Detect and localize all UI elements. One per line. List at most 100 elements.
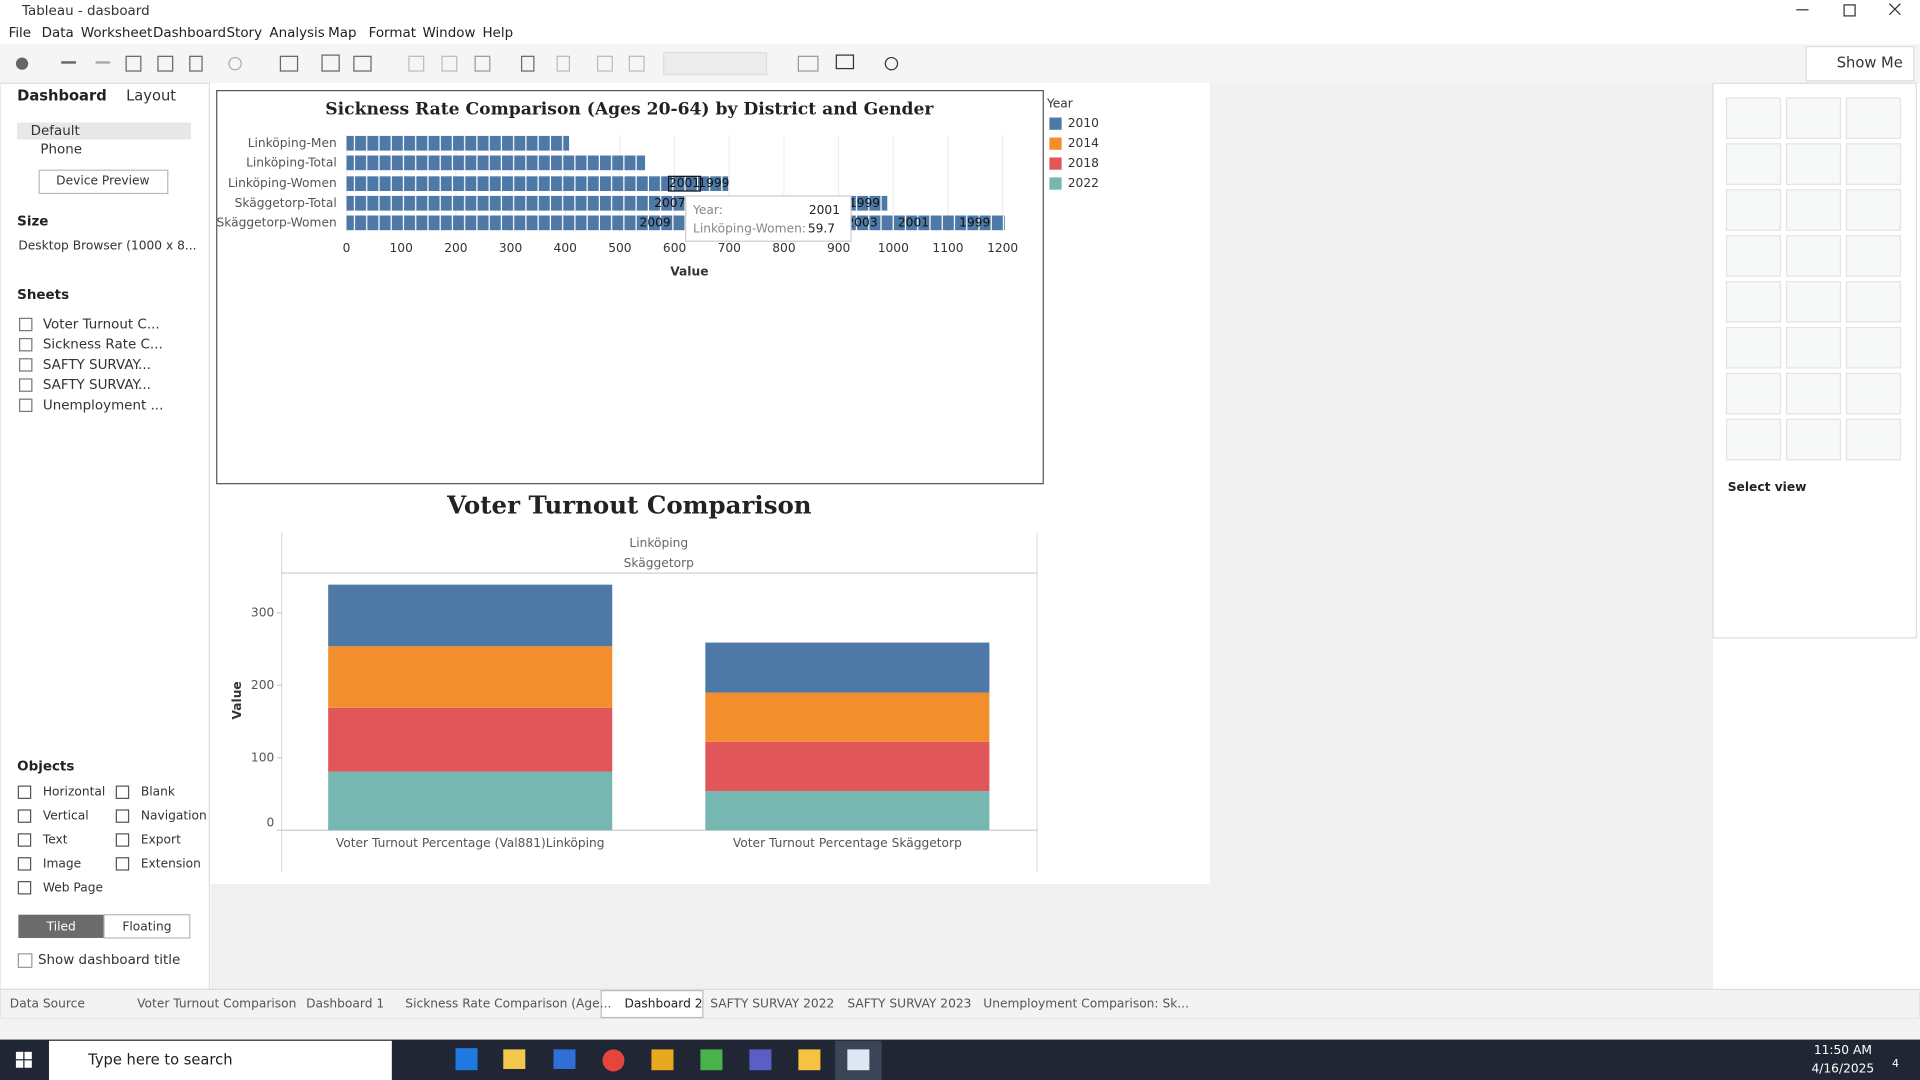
- menu-item[interactable]: Analysis: [269, 26, 324, 41]
- x-tick-label: 800: [772, 241, 795, 255]
- segment-label: 2007: [654, 196, 685, 210]
- sheet-tab[interactable]: Unemployment Comparison: Sk...: [983, 997, 1189, 1011]
- taskbar-icons: [15, 1040, 882, 1080]
- checkbox[interactable]: [17, 953, 33, 968]
- sheet-tab[interactable]: Data Source: [10, 997, 85, 1011]
- search-placeholder[interactable]: Type here to search: [87, 1051, 232, 1068]
- chart-type-thumbnail[interactable]: [1725, 97, 1782, 139]
- menu-item[interactable]: Dashboard: [153, 26, 226, 41]
- menu-item[interactable]: File: [9, 26, 32, 41]
- panel-tab[interactable]: Dashboard: [17, 88, 107, 105]
- legend-label: 2014: [1068, 136, 1099, 150]
- x-tick-label: 100: [390, 241, 413, 255]
- chart-type-thumbnail[interactable]: [1725, 418, 1782, 461]
- column-header: Skäggetorp: [624, 556, 695, 570]
- sheet-tab[interactable]: Dashboard 2: [624, 997, 702, 1011]
- toolbar: [0, 44, 1920, 84]
- sheet-tab[interactable]: SAFTY SURVAY 2022: [710, 997, 834, 1011]
- chart-type-thumbnail[interactable]: [1785, 97, 1842, 139]
- panel-tab[interactable]: Layout: [126, 88, 176, 105]
- sheet-item[interactable]: Sickness Rate C...: [43, 338, 163, 353]
- chart-type-thumbnail[interactable]: [1785, 418, 1842, 461]
- chart-type-thumbnail[interactable]: [1845, 235, 1902, 277]
- chart-type-thumbnail[interactable]: [1785, 235, 1842, 277]
- device-option[interactable]: Phone: [40, 142, 82, 157]
- sheet-tab[interactable]: Voter Turnout Comparison: [137, 997, 296, 1011]
- menu-item[interactable]: Worksheet: [81, 26, 152, 41]
- sheet-tab[interactable]: Sickness Rate Comparison (Age...: [405, 997, 611, 1011]
- object-item[interactable]: Image: [43, 856, 81, 870]
- bar-segment: [705, 692, 990, 742]
- sheet-tab[interactable]: SAFTY SURVAY 2023: [847, 997, 971, 1011]
- clock-time: 11:50 AM: [1814, 1043, 1872, 1057]
- chart-type-thumbnail[interactable]: [1785, 281, 1842, 323]
- chart-type-thumbnail[interactable]: [1725, 189, 1782, 231]
- menu-item[interactable]: Window: [422, 26, 475, 41]
- floating-button[interactable]: [103, 914, 191, 939]
- device-option[interactable]: Default: [31, 124, 80, 139]
- sheet-item[interactable]: SAFTY SURVAY...: [43, 358, 151, 373]
- object-icon: [115, 833, 130, 847]
- menu-item[interactable]: Help: [482, 26, 513, 41]
- size-dropdown[interactable]: Desktop Browser (1000 x 8...: [18, 239, 196, 253]
- y-tick-label: Skäggetorp-Total: [235, 196, 337, 210]
- window-controls[interactable]: [1796, 3, 1901, 17]
- bar-segment: [705, 741, 990, 792]
- layout-mode[interactable]: Floating: [122, 919, 171, 933]
- y-tick-label: 200: [251, 678, 274, 692]
- chart-type-thumbnail[interactable]: [1725, 372, 1782, 415]
- status-bar: [0, 1018, 1920, 1040]
- chart-type-thumbnail[interactable]: [1785, 189, 1842, 231]
- chart-type-thumbnail[interactable]: [1845, 372, 1902, 415]
- sheet-tab[interactable]: Dashboard 1: [306, 997, 384, 1011]
- device-preview-label[interactable]: Device Preview: [56, 174, 149, 188]
- menu-item[interactable]: Story: [227, 26, 263, 41]
- bar: [346, 135, 570, 151]
- chart-type-thumbnail[interactable]: [1725, 326, 1782, 369]
- chart-type-thumbnail[interactable]: [1785, 372, 1842, 415]
- chart-type-thumbnail[interactable]: [1785, 143, 1842, 185]
- device-preview-button[interactable]: [38, 169, 169, 195]
- object-icon: [115, 785, 130, 799]
- tiled-button[interactable]: [18, 914, 105, 938]
- x-tick-label: 0: [343, 241, 351, 255]
- chart-type-thumbnail[interactable]: [1725, 281, 1782, 323]
- object-item[interactable]: Vertical: [43, 809, 89, 823]
- object-item[interactable]: Text: [42, 833, 68, 847]
- selected-segment: [667, 175, 702, 192]
- sheet-item[interactable]: Voter Turnout C...: [43, 317, 160, 332]
- object-item[interactable]: Navigation: [141, 809, 207, 823]
- layout-mode[interactable]: Tiled: [46, 919, 76, 933]
- chart-type-thumbnail[interactable]: [1845, 281, 1902, 323]
- menu-item[interactable]: Format: [369, 26, 416, 41]
- sheet-item[interactable]: SAFTY SURVAY...: [43, 378, 151, 393]
- show-me-button[interactable]: [1805, 45, 1915, 82]
- tooltip: [685, 195, 852, 242]
- object-item[interactable]: Web Page: [43, 880, 103, 894]
- menu-item[interactable]: Map: [328, 26, 356, 41]
- object-item[interactable]: Extension: [141, 856, 201, 870]
- chart-type-thumbnail[interactable]: [1845, 326, 1902, 369]
- chart-type-thumbnail[interactable]: [1845, 418, 1902, 461]
- x-tick-label: 300: [499, 241, 522, 255]
- object-item[interactable]: Blank: [141, 785, 176, 799]
- chart-type-thumbnail[interactable]: [1725, 235, 1782, 277]
- show-me-label[interactable]: Show Me: [1837, 55, 1903, 72]
- x-tick-label: Voter Turnout Percentage Skäggetorp: [733, 836, 962, 850]
- object-item[interactable]: Horizontal: [43, 785, 105, 799]
- object-icon: [115, 809, 130, 823]
- segment-label: 1999: [698, 176, 729, 190]
- object-item[interactable]: Export: [141, 833, 181, 847]
- chart-type-thumbnail[interactable]: [1785, 326, 1842, 369]
- checkbox-label[interactable]: Show dashboard title: [38, 953, 180, 968]
- chart-type-thumbnail[interactable]: [1845, 189, 1902, 231]
- chart-type-thumbnail[interactable]: [1845, 143, 1902, 185]
- search-box[interactable]: [48, 1040, 392, 1080]
- chart-type-thumbnail[interactable]: [1845, 97, 1902, 139]
- sheet-item[interactable]: Unemployment ...: [43, 398, 164, 413]
- menu-item[interactable]: Data: [42, 26, 74, 41]
- object-icon: [17, 857, 32, 871]
- bar-segment: [705, 642, 990, 693]
- chart-type-thumbnail[interactable]: [1725, 143, 1782, 185]
